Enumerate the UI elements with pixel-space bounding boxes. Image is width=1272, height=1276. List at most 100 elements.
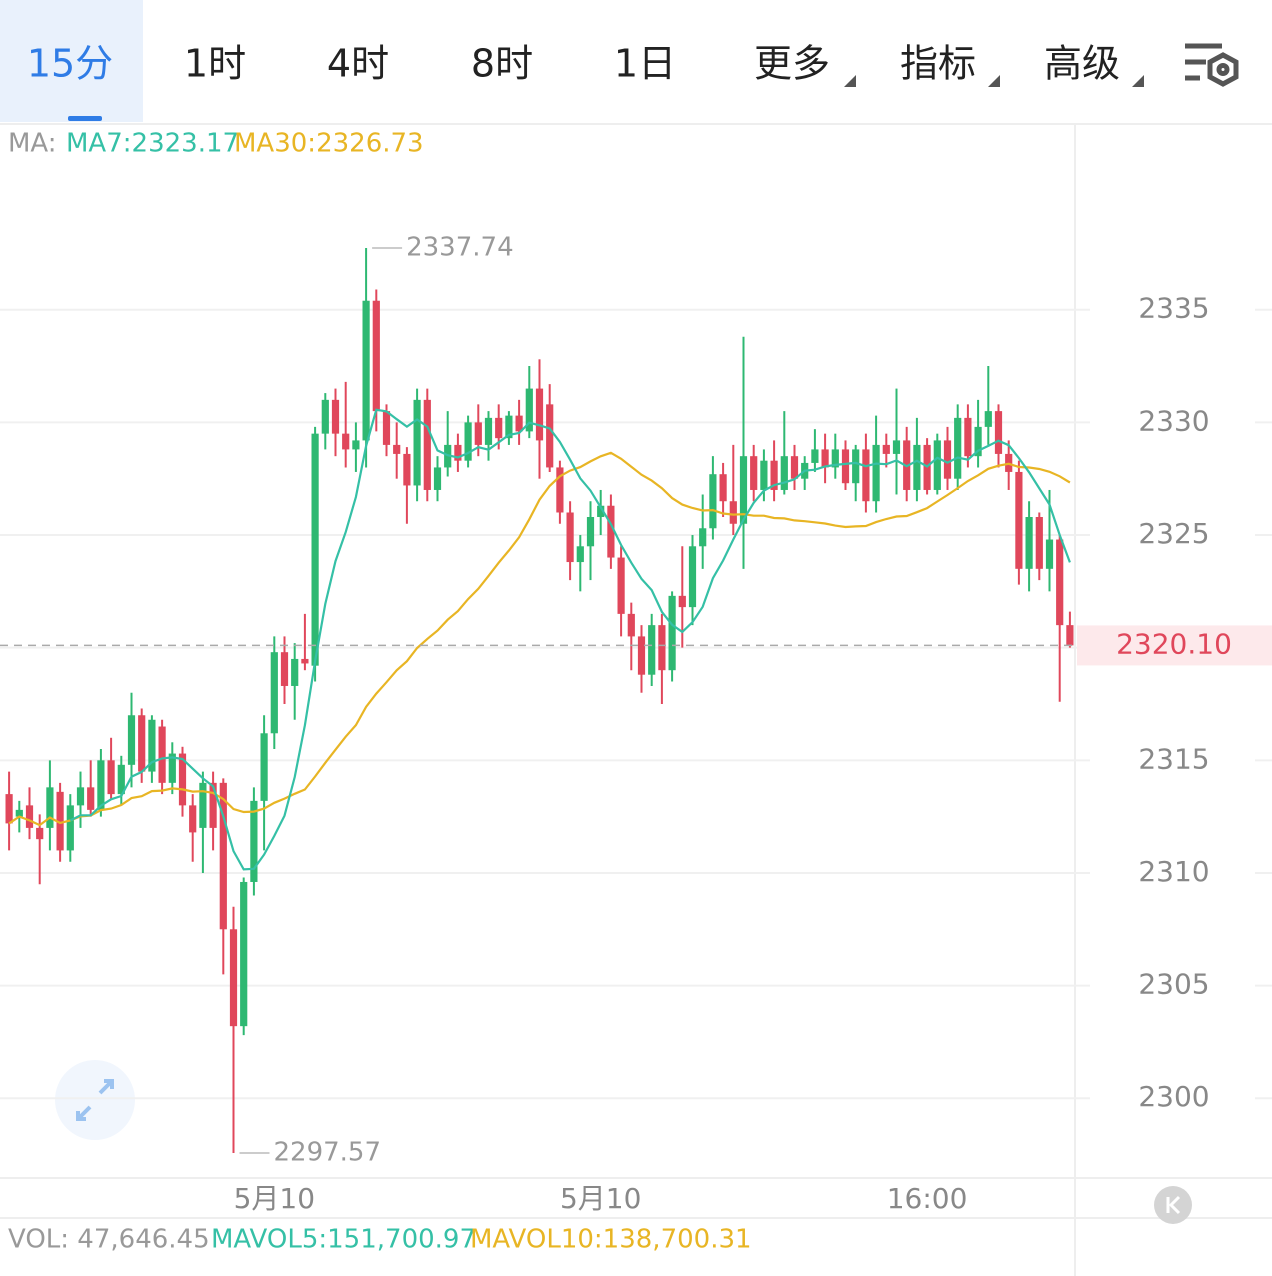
candle-body	[525, 388, 533, 432]
candle-body	[892, 440, 901, 454]
ma7-line	[69, 408, 1071, 871]
y-tick-label: 2325	[1138, 517, 1209, 550]
y-tick-label: 2300	[1138, 1080, 1209, 1113]
candle-body	[352, 440, 360, 450]
settings-icon[interactable]	[1185, 43, 1239, 87]
candle-body	[382, 411, 391, 445]
candle-body	[168, 753, 176, 783]
candle-body	[433, 467, 442, 490]
candle-body	[393, 444, 401, 454]
candle-body	[607, 505, 615, 558]
candle-body	[556, 467, 564, 513]
candle-body	[15, 809, 23, 817]
candle-body	[117, 764, 125, 795]
candle-body	[454, 444, 462, 461]
y-tick-label: 2315	[1138, 742, 1209, 775]
candle-body	[566, 512, 574, 563]
candle-body	[637, 636, 646, 675]
y-tick-label: 2305	[1138, 968, 1209, 1001]
timeframe-tab[interactable]: 1日	[614, 42, 676, 86]
candle-body	[862, 449, 870, 502]
y-tick-label: 2310	[1138, 855, 1209, 888]
last-price-box	[1077, 625, 1272, 666]
timeframe-tab[interactable]: 指标	[900, 42, 976, 86]
candle-body	[76, 787, 85, 806]
candle-body	[321, 399, 329, 434]
candle-body	[739, 456, 748, 524]
timeframe-tab[interactable]: 1时	[184, 42, 246, 86]
candle-body	[138, 715, 146, 772]
timeframe-tab[interactable]: 8时	[471, 42, 533, 86]
candle-body	[586, 517, 595, 547]
candle-body	[576, 546, 584, 563]
x-tick-label: 16:00	[887, 1182, 968, 1215]
x-tick-label: 5月10	[560, 1182, 641, 1215]
candle-body	[46, 787, 54, 828]
candle-body	[362, 300, 370, 441]
scroll-latest-button[interactable]	[1154, 1186, 1192, 1224]
candle-body	[403, 453, 411, 486]
candle-body	[974, 426, 982, 457]
candle-body	[943, 440, 952, 479]
timeframe-tab[interactable]: 更多	[754, 42, 830, 86]
candle-body	[25, 805, 34, 828]
candle-body	[66, 805, 74, 851]
candle-body	[688, 546, 697, 608]
low-label: 2297.57	[274, 1137, 382, 1167]
candle-body	[107, 760, 115, 795]
candle-body	[750, 456, 758, 490]
candle-body	[250, 800, 258, 882]
vol-label: VOL: 47,646.45	[8, 1225, 210, 1255]
candle-body	[648, 625, 656, 675]
candle-body	[209, 782, 217, 828]
candle-body	[811, 449, 819, 463]
candle-body	[994, 411, 1003, 454]
candle-body	[535, 388, 544, 441]
expand-button[interactable]	[55, 1060, 135, 1140]
candle-body	[668, 595, 676, 671]
dropdown-arrow	[844, 75, 856, 87]
candle-body	[270, 652, 278, 734]
candle-body	[260, 733, 268, 801]
candle-body	[219, 782, 227, 930]
candle-body	[87, 787, 95, 810]
candle-body	[597, 505, 605, 518]
timeframe-tab[interactable]: 高级	[1044, 42, 1120, 86]
candle-body	[97, 760, 105, 810]
candle-body	[821, 449, 829, 468]
timeframe-tab[interactable]: 15分	[27, 42, 113, 86]
last-price-label: 2320.10	[1116, 627, 1232, 660]
candle-body	[240, 881, 248, 1027]
dropdown-arrow	[1132, 75, 1144, 87]
candle-body	[56, 791, 64, 851]
mavol10-legend: MAVOL10:138,700.31	[470, 1225, 752, 1255]
candle-body	[719, 474, 727, 502]
candle-body	[627, 613, 635, 637]
candle-body	[954, 417, 962, 479]
candle-body	[841, 449, 850, 484]
candle-body	[280, 652, 289, 686]
candle-body	[515, 415, 523, 432]
candle-body	[852, 449, 860, 484]
candle-body	[342, 433, 350, 450]
x-tick-label: 5月10	[234, 1182, 315, 1215]
candle-body	[301, 658, 309, 664]
mavol5-legend: MAVOL5:151,700.97	[211, 1225, 476, 1255]
candle-body	[1025, 517, 1033, 569]
candle-body	[229, 929, 238, 1027]
candle-body	[1066, 625, 1074, 646]
ma30-line	[8, 451, 1071, 827]
candle-body	[546, 404, 554, 468]
timeframe-tab[interactable]: 4时	[327, 42, 389, 86]
active-tab-bg	[0, 0, 143, 122]
candle-body	[699, 528, 707, 547]
candle-body	[984, 411, 992, 427]
candle-body	[158, 726, 166, 783]
ma7-legend: MA7:2323.17	[66, 129, 239, 159]
candle-body	[474, 422, 482, 445]
candle-body	[505, 415, 513, 439]
candle-body	[709, 474, 717, 529]
candle-body	[913, 444, 921, 490]
